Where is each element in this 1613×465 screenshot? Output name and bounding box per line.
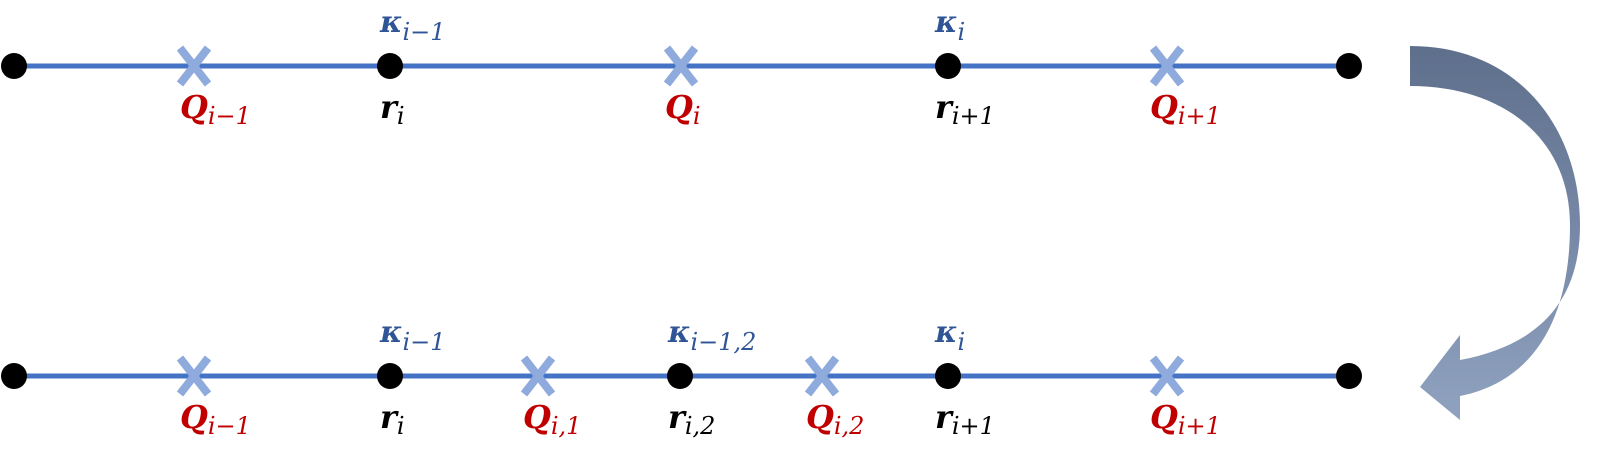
cross-marker xyxy=(1149,355,1185,397)
node xyxy=(1336,363,1362,389)
q-label: Qi+1 xyxy=(1150,88,1221,130)
q-label: Qi+1 xyxy=(1150,398,1221,440)
cross-marker xyxy=(804,355,840,397)
kappa-label: κi−1 xyxy=(379,315,446,356)
node xyxy=(1336,53,1362,79)
r-label: ri xyxy=(380,398,405,440)
q-label: Qi−1 xyxy=(180,398,251,440)
node xyxy=(377,363,403,389)
kappa-label: κi xyxy=(934,5,965,46)
q-label: Qi,2 xyxy=(806,398,864,440)
r-label: ri xyxy=(380,88,405,130)
node xyxy=(935,53,961,79)
kappa-label: κi−1 xyxy=(379,5,446,46)
kappa-label: κi xyxy=(934,315,965,356)
top-row: κi−1 κi Qi−1 Qi Qi+1 ri ri+1 xyxy=(1,5,1362,130)
node xyxy=(935,363,961,389)
node xyxy=(377,53,403,79)
cross-marker xyxy=(1149,45,1185,87)
node xyxy=(1,53,27,79)
node xyxy=(1,363,27,389)
cross-marker xyxy=(176,45,212,87)
cross-marker xyxy=(520,355,556,397)
q-label: Qi−1 xyxy=(180,88,251,130)
cross-marker xyxy=(663,45,699,87)
r-label: ri,2 xyxy=(668,398,715,440)
node xyxy=(667,363,693,389)
kappa-label: κi−1,2 xyxy=(667,315,756,356)
q-label: Qi,1 xyxy=(523,398,581,440)
r-label: ri+1 xyxy=(935,88,995,130)
cross-marker xyxy=(176,355,212,397)
r-label: ri+1 xyxy=(935,398,995,440)
bottom-row: κi−1 κi−1,2 κi Qi−1 Qi,1 Qi,2 Qi+1 ri ri… xyxy=(1,315,1362,440)
q-label: Qi xyxy=(665,88,701,130)
refinement-arrow xyxy=(1410,46,1580,420)
